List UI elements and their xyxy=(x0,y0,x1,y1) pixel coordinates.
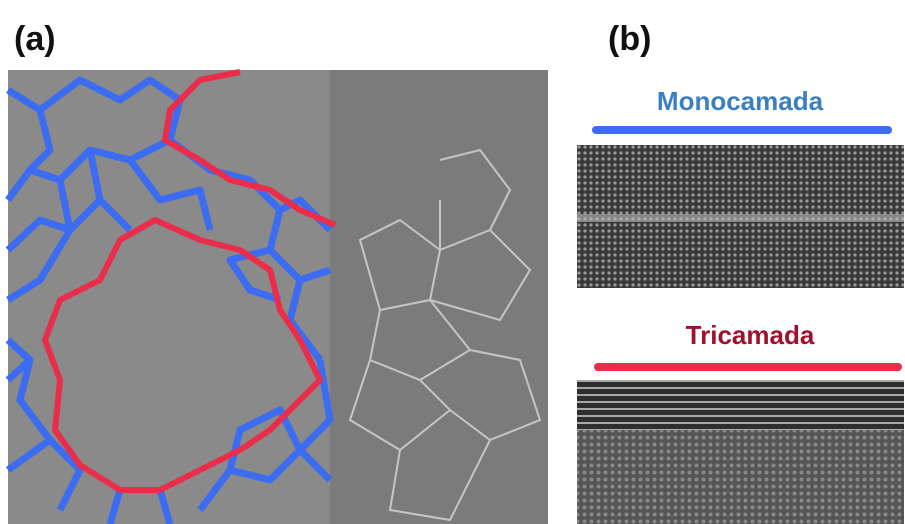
figure: (a) (b) Monocamada Tricamada xyxy=(0,0,905,524)
micrograph-substrate xyxy=(577,430,904,524)
panel-label: (b) xyxy=(608,20,651,58)
caption: Tricamada xyxy=(686,320,815,350)
panel-label: (a) xyxy=(14,20,56,58)
caption: Monocamada xyxy=(657,86,824,116)
micrograph-trilayer xyxy=(577,380,904,430)
micrograph-a xyxy=(8,70,548,524)
boundary-line xyxy=(577,214,904,222)
